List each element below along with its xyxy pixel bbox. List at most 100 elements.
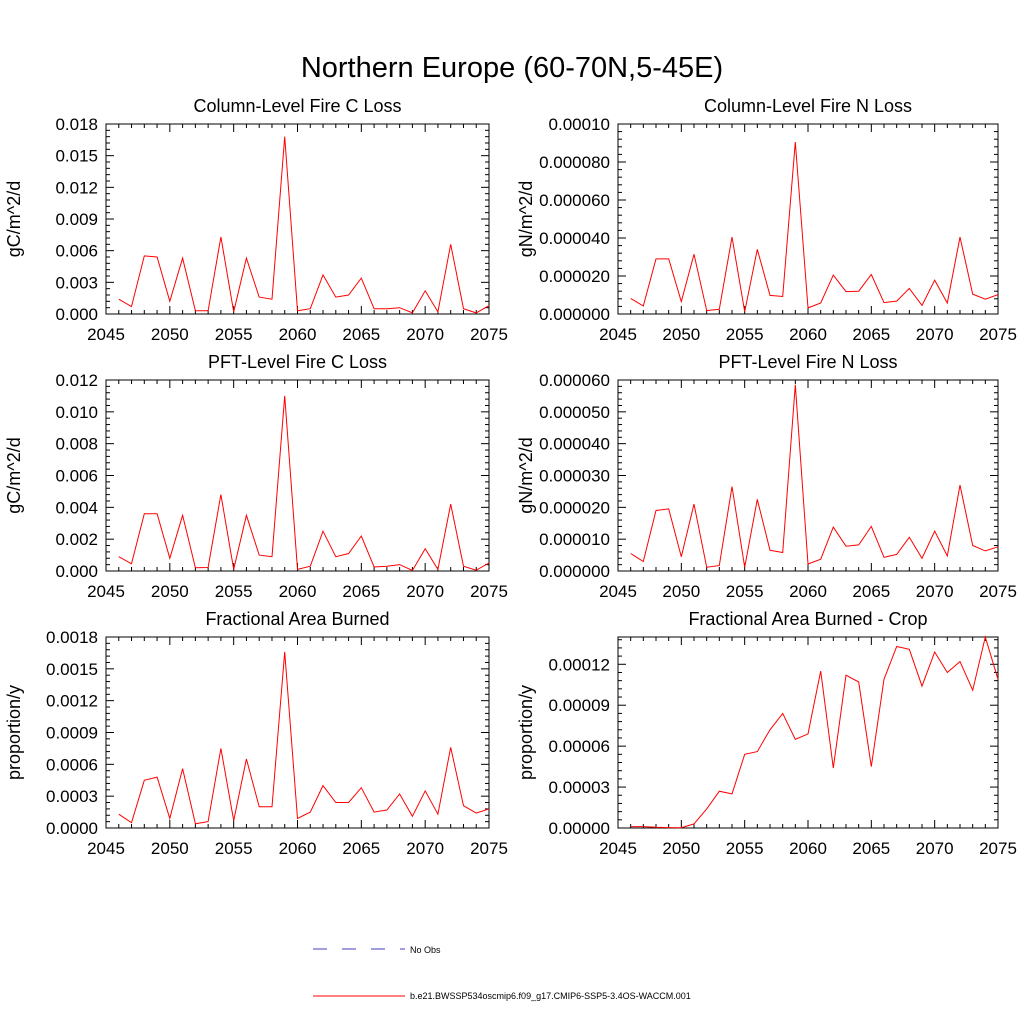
- series-line: [630, 141, 999, 312]
- y-tick-label: 0.00000: [549, 819, 610, 838]
- y-axis-label: gC/m^2/d: [4, 437, 24, 513]
- y-tick-label: 0.000010: [539, 530, 610, 549]
- y-tick-label: 0.000020: [539, 267, 610, 286]
- y-tick-label: 0.0000: [46, 819, 98, 838]
- plot-frame: [105, 379, 490, 572]
- y-tick-label: 0.000050: [539, 403, 610, 422]
- panel-title: Column-Level Fire C Loss: [193, 96, 401, 116]
- y-tick-label: 0.003: [55, 273, 98, 292]
- y-tick-label: 0.0018: [46, 628, 98, 647]
- x-tick-label: 2065: [342, 325, 380, 344]
- panel-title: PFT-Level Fire N Loss: [718, 352, 897, 372]
- chart-panels: 2045 2050 2055 2060 2065 2070 2075 0.000 0.003 0.…: [4, 96, 1017, 858]
- x-tick-label: 2075: [979, 325, 1017, 344]
- x-tick-label: 2065: [342, 839, 380, 858]
- chart-panel-2: 2045 2050 2055 2060 2065 2070 2075 0.000000 0.00…: [516, 96, 1017, 344]
- y-tick-label: 0.000: [55, 562, 98, 581]
- x-tick-label: 2045: [87, 325, 125, 344]
- panel-title: Fractional Area Burned - Crop: [688, 609, 927, 629]
- series-line: [630, 635, 999, 829]
- series-line: [118, 136, 490, 314]
- y-tick-label: 0.004: [55, 498, 98, 517]
- x-tick-label: 2055: [726, 582, 764, 601]
- x-tick-label: 2060: [789, 325, 827, 344]
- x-tick-label: 2045: [599, 839, 637, 858]
- y-tick-label: 0.000040: [539, 435, 610, 454]
- x-tick-label: 2070: [916, 582, 954, 601]
- series-line: [118, 651, 490, 825]
- figure-title: Northern Europe (60-70N,5-45E): [301, 52, 723, 84]
- chart-panel-3: 2045 2050 2055 2060 2065 2070 2075 0.000 0.002 0.…: [4, 352, 508, 601]
- y-tick-label: 0.000030: [539, 467, 610, 486]
- y-tick-label: 0.000080: [539, 153, 610, 172]
- x-tick-label: 2050: [151, 582, 189, 601]
- x-tick-label: 2070: [406, 582, 444, 601]
- y-tick-label: 0.009: [55, 210, 98, 229]
- x-tick-label: 2065: [852, 325, 890, 344]
- panel-title: PFT-Level Fire C Loss: [208, 352, 387, 372]
- y-tick-label: 0.000040: [539, 229, 610, 248]
- x-tick-label: 2075: [470, 839, 508, 858]
- y-tick-label: 0.006: [55, 467, 98, 486]
- panel-title: Column-Level Fire N Loss: [704, 96, 912, 116]
- x-tick-label: 2070: [916, 839, 954, 858]
- x-tick-label: 2050: [662, 839, 700, 858]
- x-tick-label: 2045: [87, 839, 125, 858]
- x-tick-label: 2045: [87, 582, 125, 601]
- x-tick-label: 2050: [662, 325, 700, 344]
- series-line: [630, 384, 999, 568]
- legend: No Obs b.e21.BWSSP534oscmip6.f09_g17.CMI…: [313, 945, 691, 1001]
- y-tick-label: 0.000020: [539, 498, 610, 517]
- x-tick-label: 2055: [726, 325, 764, 344]
- x-tick-label: 2055: [215, 582, 253, 601]
- chart-panel-6: 2045 2050 2055 2060 2065 2070 2075 0.00000 0.000…: [516, 609, 1017, 858]
- plot-frame: [105, 123, 490, 315]
- chart-panel-5: 2045 2050 2055 2060 2065 2070 2075 0.0000 0.0003…: [4, 609, 508, 858]
- series-line: [118, 395, 490, 572]
- y-tick-label: 0.0003: [46, 787, 98, 806]
- y-tick-label: 0.00009: [549, 696, 610, 715]
- plot-frame: [617, 123, 999, 315]
- x-tick-label: 2075: [470, 325, 508, 344]
- y-axis-label: gN/m^2/d: [516, 437, 536, 513]
- x-tick-label: 2070: [916, 325, 954, 344]
- x-tick-label: 2055: [726, 839, 764, 858]
- y-tick-label: 0.015: [55, 147, 98, 166]
- x-tick-label: 2055: [215, 325, 253, 344]
- x-tick-label: 2045: [599, 582, 637, 601]
- chart-panel-4: 2045 2050 2055 2060 2065 2070 2075 0.000000 0.00…: [516, 352, 1017, 601]
- x-tick-label: 2060: [789, 839, 827, 858]
- y-tick-label: 0.0012: [46, 692, 98, 711]
- x-tick-label: 2060: [789, 582, 827, 601]
- x-tick-label: 2075: [470, 582, 508, 601]
- y-tick-label: 0.018: [55, 115, 98, 134]
- y-tick-label: 0.012: [55, 371, 98, 390]
- x-tick-label: 2055: [215, 839, 253, 858]
- x-tick-label: 2070: [406, 839, 444, 858]
- x-tick-label: 2065: [852, 839, 890, 858]
- y-tick-label: 0.00003: [549, 778, 610, 797]
- x-tick-label: 2060: [279, 582, 317, 601]
- y-axis-label: gN/m^2/d: [516, 181, 536, 257]
- y-tick-label: 0.010: [55, 403, 98, 422]
- y-axis-label: proportion/y: [516, 685, 536, 780]
- y-tick-label: 0.002: [55, 530, 98, 549]
- y-tick-label: 0.0009: [46, 724, 98, 743]
- x-tick-label: 2065: [852, 582, 890, 601]
- y-tick-label: 0.00006: [549, 737, 610, 756]
- x-tick-label: 2050: [151, 839, 189, 858]
- y-axis-label: gC/m^2/d: [4, 181, 24, 257]
- y-tick-label: 0.0015: [46, 660, 98, 679]
- y-tick-label: 0.000000: [539, 305, 610, 324]
- y-tick-label: 0.006: [55, 242, 98, 261]
- x-tick-label: 2065: [342, 582, 380, 601]
- x-tick-label: 2075: [979, 839, 1017, 858]
- y-tick-label: 0.012: [55, 178, 98, 197]
- y-tick-label: 0.008: [55, 435, 98, 454]
- legend-label-model-run: b.e21.BWSSP534oscmip6.f09_g17.CMIP6-SSP5…: [410, 991, 691, 1001]
- y-tick-label: 0.0006: [46, 755, 98, 774]
- y-tick-label: 0.000000: [539, 562, 610, 581]
- x-tick-label: 2060: [279, 325, 317, 344]
- y-tick-label: 0.00010: [549, 115, 610, 134]
